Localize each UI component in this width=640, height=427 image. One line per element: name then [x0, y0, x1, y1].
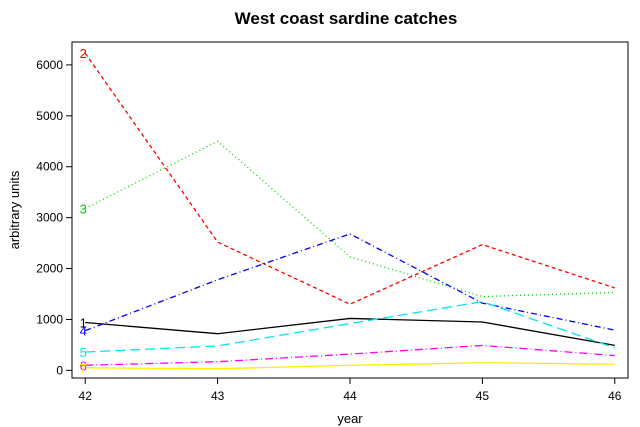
series-label-6: 6: [80, 358, 87, 373]
x-axis: 42 43 44 45 46: [79, 378, 622, 403]
series-lines: [84, 52, 615, 370]
series-line-2: [84, 52, 615, 305]
series-label-5: 5: [80, 345, 87, 360]
plot-frame: [71, 41, 629, 379]
series-line-6: [85, 344, 615, 366]
series-line-7: [85, 362, 615, 370]
x-tick-label: 44: [343, 389, 357, 403]
x-tick-label: 43: [211, 389, 225, 403]
series-line-3: [84, 140, 615, 298]
y-axis-label: arbitrary units: [7, 170, 22, 249]
y-tick-label: 2000: [36, 262, 63, 276]
series-label-3: 3: [80, 201, 87, 216]
x-tick-label: 46: [608, 389, 622, 403]
y-tick-label: 1000: [36, 312, 63, 326]
chart-title: West coast sardine catches: [235, 9, 458, 28]
y-tick-label: 4000: [36, 160, 63, 174]
series-line-4: [85, 233, 615, 332]
x-tick-label: 42: [79, 389, 93, 403]
y-tick-label: 3000: [36, 211, 63, 225]
y-tick-label: 0: [56, 363, 63, 377]
series-line-5: [85, 300, 615, 353]
series-label-1: 1: [80, 316, 87, 331]
series-label-2: 2: [80, 46, 87, 61]
y-tick-label: 5000: [36, 109, 63, 123]
series-label-4: 4: [80, 324, 87, 339]
series-labels: 1 2 3 4 567: [80, 46, 87, 376]
y-axis: 0 1000 2000 3000 4000 5000 6000: [36, 58, 72, 377]
series-label-7: 7: [80, 361, 87, 376]
x-tick-label: 45: [476, 389, 490, 403]
x-axis-label: year: [337, 411, 363, 426]
y-tick-label: 6000: [36, 58, 63, 72]
series-line-1: [85, 317, 615, 347]
